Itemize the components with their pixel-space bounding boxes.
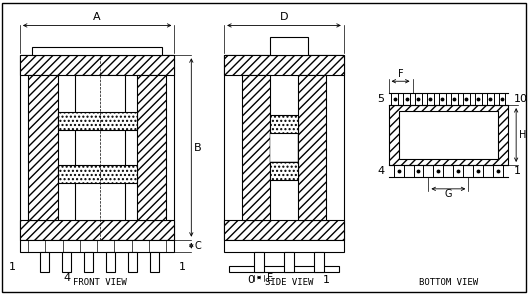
Bar bbox=[284, 252, 294, 272]
Bar bbox=[20, 240, 174, 252]
Text: 4: 4 bbox=[377, 166, 384, 176]
Bar bbox=[487, 93, 493, 105]
Bar bbox=[224, 55, 344, 240]
Text: SIDE VIEW: SIDE VIEW bbox=[265, 278, 313, 286]
Bar bbox=[413, 165, 423, 177]
Bar bbox=[20, 55, 174, 240]
Bar bbox=[439, 93, 446, 105]
Bar bbox=[128, 252, 137, 272]
Bar bbox=[403, 93, 410, 105]
Text: 0: 0 bbox=[248, 275, 254, 284]
Text: H: H bbox=[519, 130, 526, 140]
Text: B: B bbox=[195, 142, 202, 153]
Bar bbox=[391, 93, 398, 105]
Bar bbox=[229, 266, 339, 272]
Text: F: F bbox=[398, 69, 403, 79]
Bar bbox=[473, 165, 483, 177]
Bar bbox=[388, 105, 508, 165]
Bar bbox=[314, 252, 324, 272]
Text: E: E bbox=[267, 273, 273, 283]
Bar bbox=[254, 252, 264, 272]
Text: 1: 1 bbox=[514, 166, 521, 176]
Bar bbox=[463, 93, 470, 105]
Bar bbox=[399, 111, 498, 159]
Text: G: G bbox=[445, 189, 452, 199]
Bar bbox=[75, 75, 125, 220]
Text: 1: 1 bbox=[323, 275, 330, 284]
Bar bbox=[242, 75, 270, 220]
Bar bbox=[451, 93, 458, 105]
Bar bbox=[63, 252, 71, 272]
Text: D: D bbox=[280, 12, 288, 22]
Bar bbox=[427, 93, 434, 105]
Bar bbox=[270, 37, 308, 55]
Text: 10: 10 bbox=[514, 94, 528, 104]
Bar bbox=[394, 165, 403, 177]
Text: A: A bbox=[93, 12, 101, 22]
Bar bbox=[224, 55, 344, 75]
Bar bbox=[453, 165, 463, 177]
Bar bbox=[434, 165, 444, 177]
Bar bbox=[270, 132, 298, 163]
Bar bbox=[270, 163, 298, 180]
Text: 1: 1 bbox=[8, 262, 15, 272]
Bar bbox=[106, 252, 115, 272]
Bar bbox=[224, 220, 344, 240]
Bar bbox=[150, 252, 159, 272]
Bar bbox=[32, 47, 162, 55]
Bar bbox=[415, 93, 422, 105]
Text: 4: 4 bbox=[63, 273, 70, 283]
Bar bbox=[84, 252, 93, 272]
Bar bbox=[58, 112, 137, 130]
Bar bbox=[298, 75, 326, 220]
Bar bbox=[270, 115, 298, 132]
Bar bbox=[58, 165, 137, 183]
Bar bbox=[499, 93, 506, 105]
Bar bbox=[224, 240, 344, 252]
Text: 5: 5 bbox=[377, 94, 384, 104]
Bar bbox=[20, 55, 174, 75]
Text: C: C bbox=[195, 241, 201, 251]
Text: FRONT VIEW: FRONT VIEW bbox=[73, 278, 127, 286]
Bar bbox=[28, 75, 58, 220]
Text: 1: 1 bbox=[179, 262, 186, 272]
Bar bbox=[137, 75, 166, 220]
Bar bbox=[475, 93, 482, 105]
Bar bbox=[493, 165, 503, 177]
Bar bbox=[20, 220, 174, 240]
Text: BOTTOM VIEW: BOTTOM VIEW bbox=[419, 278, 478, 286]
Bar bbox=[40, 252, 49, 272]
